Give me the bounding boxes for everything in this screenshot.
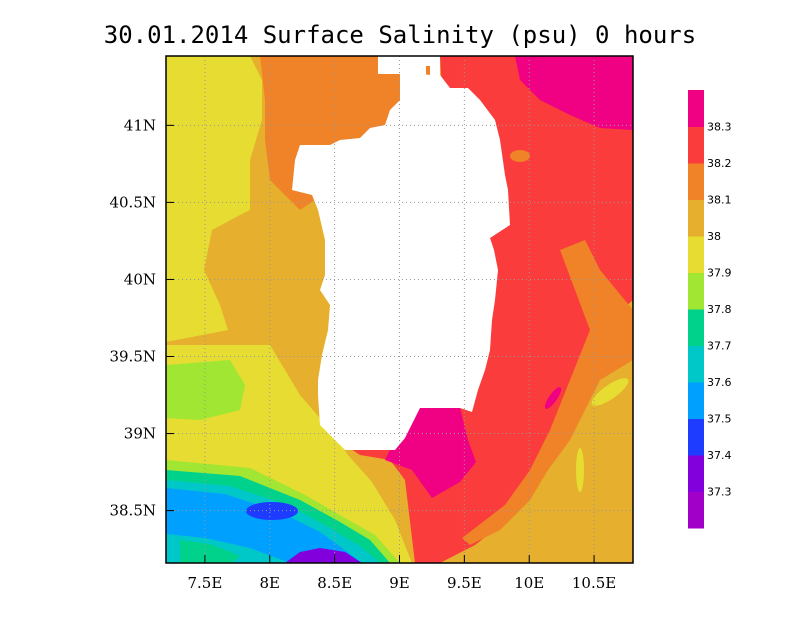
- y-tick-label-1: 39N: [124, 425, 156, 443]
- x-tick-label-3: 9E: [389, 574, 410, 592]
- colorbar-swatch-7: [688, 236, 704, 273]
- colorbar-label-4: 37.7: [707, 340, 732, 353]
- colorbar-label-5: 37.8: [707, 303, 732, 316]
- colorbar-label-3: 37.6: [707, 376, 732, 389]
- colorbar-swatch-2: [688, 418, 704, 456]
- field-38.3-northeast: [515, 56, 633, 130]
- field-37.3: [285, 548, 362, 563]
- colorbar-swatch-1: [688, 455, 704, 492]
- x-tick-label-1: 8E: [260, 574, 281, 592]
- colorbar-swatch-10: [688, 126, 704, 164]
- field-38.1-eastband: [462, 240, 633, 545]
- colorbar-swatch-11: [688, 90, 704, 127]
- x-tick-label-4: 9.5E: [447, 574, 482, 592]
- colorbar-label-0: 37.3: [707, 486, 732, 499]
- colorbar-label-10: 38.3: [707, 121, 732, 134]
- colorbar-label-7: 38: [707, 230, 721, 243]
- x-axis: 7.5E 8E 8.5E 9E 9.5E 10E 10.5E: [188, 555, 616, 592]
- colorbar-swatch-5: [688, 309, 704, 346]
- field-37.9-west: [166, 56, 262, 342]
- colorbar-label-2: 37.5: [707, 413, 732, 426]
- land-sardinia: [292, 56, 510, 450]
- land-corsica-tip: [378, 56, 426, 74]
- land-corsica-tip-2: [426, 56, 440, 66]
- colorbar-label-8: 38.1: [707, 194, 732, 207]
- chart-title: 30.01.2014 Surface Salinity (psu) 0 hour…: [104, 21, 696, 49]
- x-tick-label-6: 10.5E: [572, 574, 616, 592]
- field-37.7-pocket: [180, 540, 240, 563]
- x-tick-label-0: 7.5E: [188, 574, 223, 592]
- colorbar-swatch-8: [688, 199, 704, 237]
- colorbar-label-9: 38.2: [707, 157, 732, 170]
- y-tick-label-0: 38.5N: [109, 502, 156, 520]
- field-37.5: [166, 488, 362, 563]
- colorbar: 37.3 37.4 37.5 37.6 37.7 37.8 37.9 38 38.1 38.2 38…: [688, 90, 732, 529]
- colorbar-label-1: 37.4: [707, 449, 732, 462]
- y-tick-label-2: 39.5N: [109, 348, 156, 366]
- grid-lines: [166, 56, 633, 563]
- y-tick-label-3: 40N: [124, 270, 156, 288]
- colorbar-swatch-3: [688, 382, 704, 419]
- y-axis: 38.5N 39N 39.5N 40N 40.5N 41N: [109, 116, 174, 520]
- y-tick-label-4: 40.5N: [109, 193, 156, 211]
- field-37.8: [166, 360, 245, 420]
- colorbar-swatch-6: [688, 272, 704, 310]
- field-38.3-streak: [544, 387, 562, 409]
- x-tick-label-2: 8.5E: [317, 574, 352, 592]
- y-tick-label-5: 41N: [124, 116, 156, 134]
- field-37.4-blob: [246, 502, 298, 520]
- field-37.9-east-spot: [576, 448, 584, 492]
- x-tick-label-5: 10E: [514, 574, 544, 592]
- colorbar-label-6: 37.9: [707, 267, 732, 280]
- colorbar-swatch-4: [688, 345, 704, 383]
- field-37.9-east-streak: [591, 378, 629, 406]
- field-38.1-spot: [510, 150, 530, 162]
- colorbar-swatch-0: [688, 491, 704, 529]
- colorbar-swatch-9: [688, 163, 704, 200]
